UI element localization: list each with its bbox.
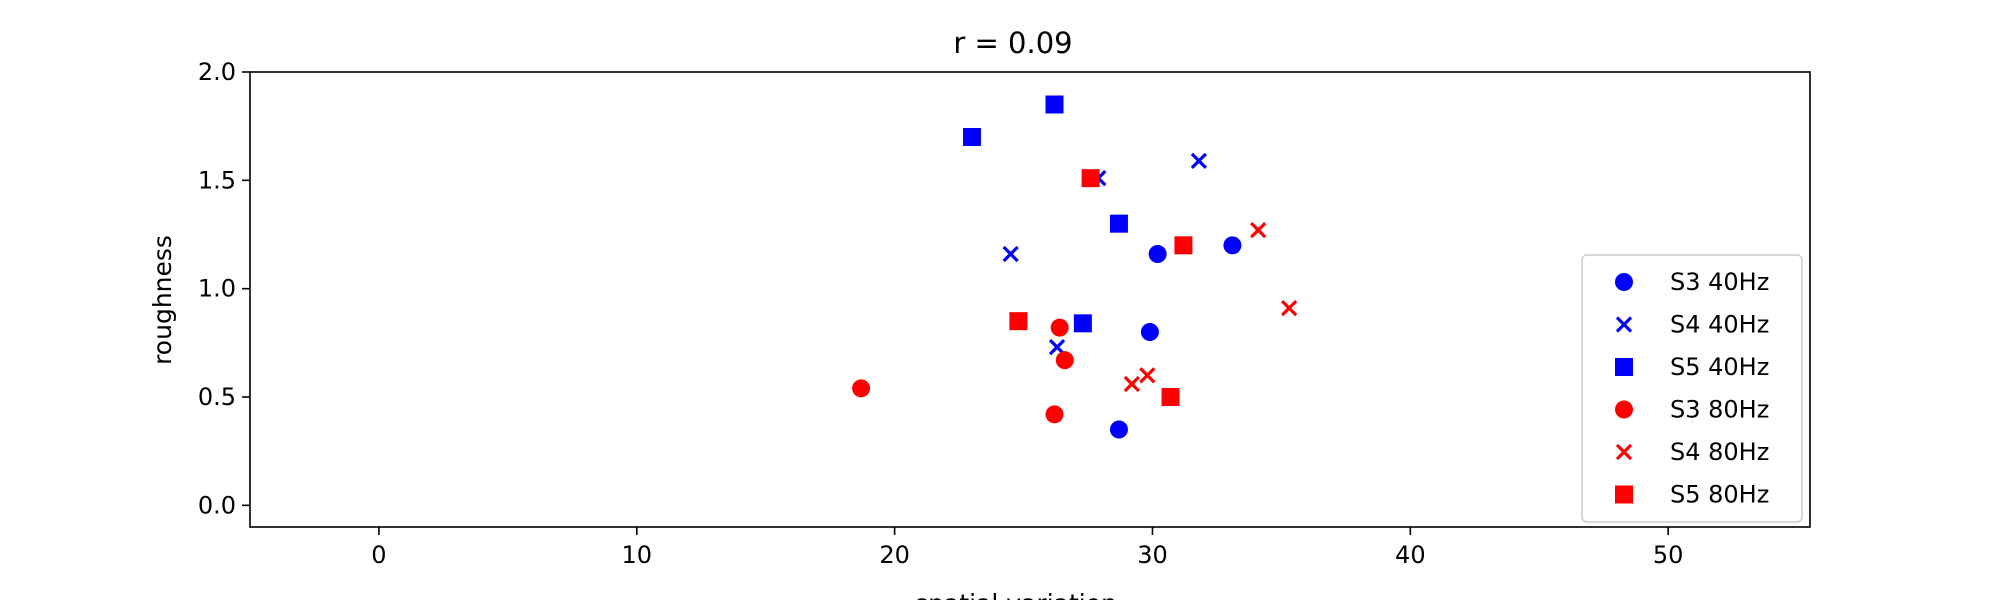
x-tick-label: 10 — [622, 541, 653, 569]
point-s5-80hz — [1081, 169, 1100, 188]
x-tick-label: 0 — [371, 541, 386, 569]
y-tick-label: 0.5 — [198, 383, 236, 411]
legend-marker-s4-80hz — [1615, 443, 1633, 461]
legend-marker-s4-40hz — [1615, 316, 1633, 333]
point-s3-40hz — [1140, 323, 1159, 341]
point-s3-80hz — [1045, 405, 1064, 424]
x-tick-label: 30 — [1137, 541, 1168, 569]
point-s4-80hz — [1139, 367, 1156, 384]
x-tick-label: 40 — [1395, 541, 1426, 569]
y-tick-label: 1.5 — [198, 166, 236, 194]
point-s4-40hz — [1190, 152, 1208, 169]
point-s4-80hz — [1123, 375, 1140, 393]
point-s5-40hz — [1045, 95, 1064, 114]
legend-box — [1581, 254, 1803, 523]
point-s5-40hz — [1073, 314, 1092, 333]
legend-label-s3-80hz: S3 80Hz — [1670, 396, 1769, 424]
point-s4-40hz — [1002, 245, 1019, 263]
legend-marker-s3-40hz — [1615, 273, 1633, 291]
point-s5-80hz — [1161, 388, 1180, 406]
point-s3-80hz — [852, 379, 871, 398]
x-tick-label: 50 — [1653, 541, 1684, 569]
legend-label-s5-40hz: S5 40Hz — [1670, 353, 1769, 381]
point-s5-80hz — [1174, 236, 1193, 255]
y-tick-label: 1.0 — [198, 275, 236, 303]
point-s5-40hz — [962, 128, 981, 146]
point-s5-80hz — [1009, 312, 1028, 331]
legend-label-s4-80hz: S4 80Hz — [1670, 438, 1769, 466]
x-axis-title: spatial variation — [915, 589, 1117, 600]
legend-label-s4-40hz: S4 40Hz — [1670, 311, 1769, 339]
legend-marker-s5-40hz — [1615, 358, 1633, 376]
legend-label-s5-80hz: S5 80Hz — [1670, 481, 1769, 509]
legend-marker-s5-80hz — [1615, 485, 1633, 504]
legend-marker-s3-80hz — [1615, 400, 1633, 419]
legend: S3 40Hz S4 40Hz S5 40Hz S3 80Hz S4 80Hz S5 80… — [1581, 254, 1803, 523]
y-axis-title: roughness — [148, 235, 177, 365]
point-s3-80hz — [1050, 318, 1069, 337]
point-s4-80hz — [1250, 222, 1267, 239]
point-s4-80hz — [1281, 300, 1298, 317]
point-s5-40hz — [1109, 214, 1128, 233]
y-axis-ticks: 0.0 0.5 1.0 1.5 2.0 — [198, 58, 250, 519]
point-s3-80hz — [1055, 351, 1074, 370]
legend-label-s3-40hz: S3 40Hz — [1670, 268, 1769, 296]
point-s3-40hz — [1223, 236, 1242, 255]
chart-title: r = 0.09 — [953, 26, 1072, 60]
x-tick-label: 20 — [879, 541, 910, 569]
y-tick-label: 2.0 — [198, 58, 236, 86]
plot-frame — [249, 71, 1811, 528]
data-points — [852, 95, 1298, 439]
point-s3-40hz — [1148, 245, 1167, 263]
y-tick-label: 0.0 — [198, 491, 236, 519]
point-s3-40hz — [1109, 420, 1128, 439]
x-axis-ticks: 0 10 20 30 40 50 — [371, 527, 1683, 569]
